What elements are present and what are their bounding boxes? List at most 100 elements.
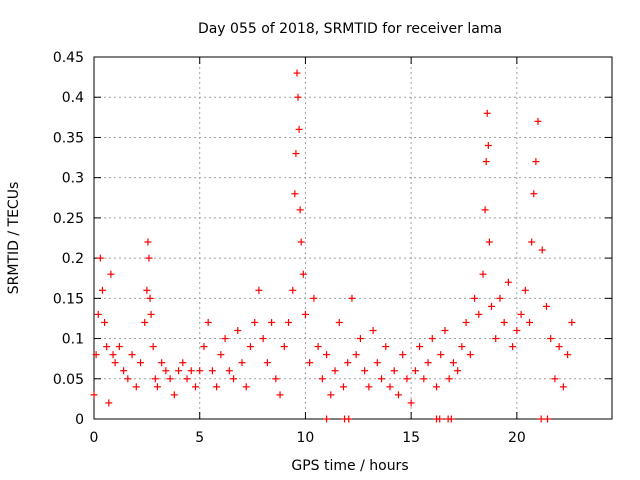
data-point	[356, 335, 364, 343]
data-point	[107, 270, 115, 278]
data-point	[98, 286, 106, 294]
y-axis-label: SRMTID / TECUs	[6, 182, 22, 295]
data-point	[369, 327, 377, 335]
data-point	[285, 318, 293, 326]
data-point	[191, 383, 199, 391]
data-point	[101, 318, 109, 326]
data-point	[528, 238, 536, 246]
data-point	[345, 415, 353, 423]
data-point	[204, 318, 212, 326]
data-point	[509, 343, 517, 351]
data-point	[394, 391, 402, 399]
data-point	[484, 141, 492, 149]
data-point	[175, 367, 183, 375]
data-point	[251, 318, 259, 326]
y-tick-label: 0.05	[53, 372, 84, 388]
data-point	[344, 359, 352, 367]
data-point	[217, 351, 225, 359]
data-point	[475, 310, 483, 318]
data-point	[479, 270, 487, 278]
data-point	[293, 69, 301, 77]
data-point	[348, 294, 356, 302]
data-point	[183, 375, 191, 383]
y-tick-label: 0.45	[53, 50, 84, 66]
data-point	[147, 310, 155, 318]
data-point	[124, 375, 132, 383]
data-point	[208, 367, 216, 375]
data-points	[90, 69, 576, 423]
data-point	[149, 343, 157, 351]
data-point	[310, 294, 318, 302]
data-point	[551, 375, 559, 383]
y-tick-label: 0.15	[53, 291, 84, 307]
data-point	[115, 343, 123, 351]
data-point	[485, 238, 493, 246]
data-point	[238, 359, 246, 367]
data-point	[462, 318, 470, 326]
data-point	[492, 335, 500, 343]
data-point	[564, 351, 572, 359]
data-point	[213, 383, 221, 391]
data-point	[246, 343, 254, 351]
data-point	[105, 399, 113, 407]
data-point	[526, 318, 534, 326]
data-point	[323, 351, 331, 359]
data-point	[96, 254, 104, 262]
data-point	[179, 359, 187, 367]
data-point	[331, 367, 339, 375]
data-point	[187, 367, 195, 375]
data-point	[361, 367, 369, 375]
data-point	[301, 310, 309, 318]
data-point	[170, 391, 178, 399]
data-point	[111, 359, 119, 367]
x-tick-label: 15	[402, 430, 420, 446]
data-point	[146, 294, 154, 302]
plot-area-frame	[93, 56, 613, 420]
x-tick-label: 5	[195, 430, 204, 446]
data-point	[544, 415, 552, 423]
data-point	[314, 343, 322, 351]
data-point	[259, 335, 267, 343]
x-tick-label: 10	[297, 430, 315, 446]
y-tick-label: 0	[75, 412, 84, 428]
data-point	[137, 359, 145, 367]
data-point	[454, 367, 462, 375]
data-point	[234, 327, 242, 335]
y-tick-label: 0.3	[62, 171, 84, 187]
data-point	[530, 190, 538, 198]
data-point	[537, 415, 545, 423]
data-point	[547, 335, 555, 343]
data-point	[132, 383, 140, 391]
data-point	[90, 391, 98, 399]
data-point	[424, 359, 432, 367]
data-point	[365, 383, 373, 391]
data-point	[500, 318, 508, 326]
data-point	[158, 359, 166, 367]
data-point	[407, 399, 415, 407]
data-point	[517, 310, 525, 318]
data-point	[242, 383, 250, 391]
data-point	[403, 375, 411, 383]
data-point	[294, 93, 302, 101]
data-point	[299, 270, 307, 278]
data-point	[144, 238, 152, 246]
data-point	[296, 206, 304, 214]
data-point	[153, 383, 161, 391]
data-point	[327, 391, 335, 399]
data-point	[196, 367, 204, 375]
data-point	[420, 375, 428, 383]
data-point	[458, 343, 466, 351]
data-point	[145, 254, 153, 262]
data-point	[272, 375, 280, 383]
data-point	[504, 278, 512, 286]
x-tick-label: 0	[90, 430, 99, 446]
data-point	[513, 327, 521, 335]
data-point	[94, 310, 102, 318]
data-point	[411, 367, 419, 375]
axis-ticks: 0 0.05 0.1 0.15 0.2 0.25 0.3 0.35 0.4 0.45 0 5 10 15 2…	[53, 50, 612, 446]
data-point	[521, 286, 529, 294]
data-point	[255, 286, 263, 294]
data-point	[487, 302, 495, 310]
data-point	[447, 415, 455, 423]
